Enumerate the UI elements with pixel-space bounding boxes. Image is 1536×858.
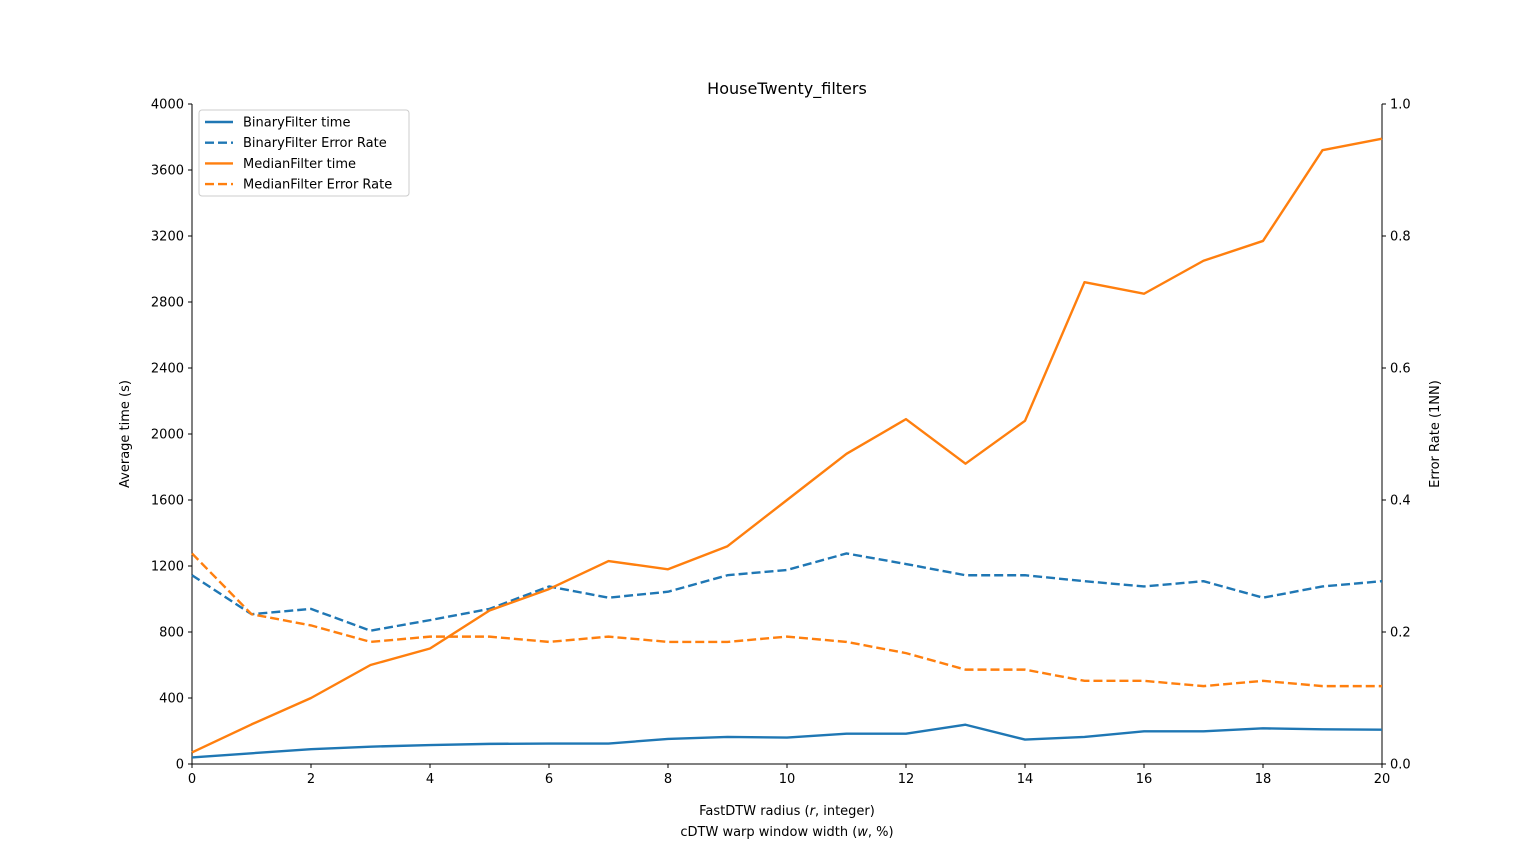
y-tick-label-left: 0 — [176, 758, 184, 773]
y-tick-label-right: 1.0 — [1390, 98, 1411, 113]
legend: BinaryFilter time BinaryFilter Error Rate… — [198, 109, 410, 197]
series-line-2 — [191, 552, 1383, 632]
x-tick-label: 6 — [545, 772, 553, 787]
legend-label: MedianFilter time — [243, 157, 356, 172]
y-tick-label-left: 3600 — [151, 164, 184, 179]
y-tick-label-left: 2800 — [151, 296, 184, 311]
y-tick-label-right: 0.4 — [1390, 494, 1411, 509]
x-tick-label: 8 — [664, 772, 672, 787]
y-tick-label-right: 0.8 — [1390, 230, 1411, 245]
legend-label: MedianFilter Error Rate — [243, 178, 392, 193]
x-tick-label: 20 — [1374, 772, 1391, 787]
y-axis-right-ticks: 0.0 0.2 0.4 0.6 0.8 1.0 — [1382, 98, 1411, 773]
x-tick-label: 16 — [1136, 772, 1153, 787]
x-tick-label: 2 — [307, 772, 315, 787]
chart-title: HouseTwenty_filters — [707, 79, 867, 99]
legend-label: BinaryFilter time — [243, 116, 350, 131]
y-axis-label-right: Error Rate (1NN) — [1428, 380, 1443, 488]
y-tick-label-right: 0.2 — [1390, 626, 1411, 641]
series-line-3 — [191, 137, 1383, 754]
series-line-4 — [191, 552, 1382, 688]
x-tick-label: 12 — [898, 772, 915, 787]
legend-box — [198, 109, 410, 197]
x-tick-label: 4 — [426, 772, 434, 787]
x-axis-label: FastDTW radius (r, integer) — [699, 804, 875, 819]
x-tick-label: 10 — [779, 772, 796, 787]
y-tick-label-left: 3200 — [151, 230, 184, 245]
y-axis-left-ticks: 0 400 800 1200 1600 2000 2400 2800 3200 3600 4000 — [151, 98, 192, 773]
y-tick-label-left: 400 — [159, 692, 184, 707]
series-layer — [191, 137, 1383, 759]
y-tick-label-left: 2000 — [151, 428, 184, 443]
x-tick-label: 14 — [1017, 772, 1034, 787]
legend-label: BinaryFilter Error Rate — [243, 136, 387, 151]
y-tick-label-right: 0.0 — [1390, 758, 1411, 773]
y-tick-label-left: 2400 — [151, 362, 184, 377]
y-tick-label-left: 800 — [159, 626, 184, 641]
x-axis-ticks: 0 2 4 6 8 10 12 14 16 18 20 — [188, 764, 1390, 787]
series-line-1 — [191, 723, 1383, 759]
x-axis-label-secondary: cDTW warp window width (w, %) — [680, 825, 893, 840]
y-tick-label-right: 0.6 — [1390, 362, 1411, 377]
y-tick-label-left: 1200 — [151, 560, 184, 575]
y-tick-label-left: 4000 — [151, 98, 184, 113]
y-tick-label-left: 1600 — [151, 494, 184, 509]
x-tick-label: 18 — [1255, 772, 1272, 787]
x-tick-label: 0 — [188, 772, 196, 787]
y-axis-label-left: Average time (s) — [118, 380, 133, 488]
